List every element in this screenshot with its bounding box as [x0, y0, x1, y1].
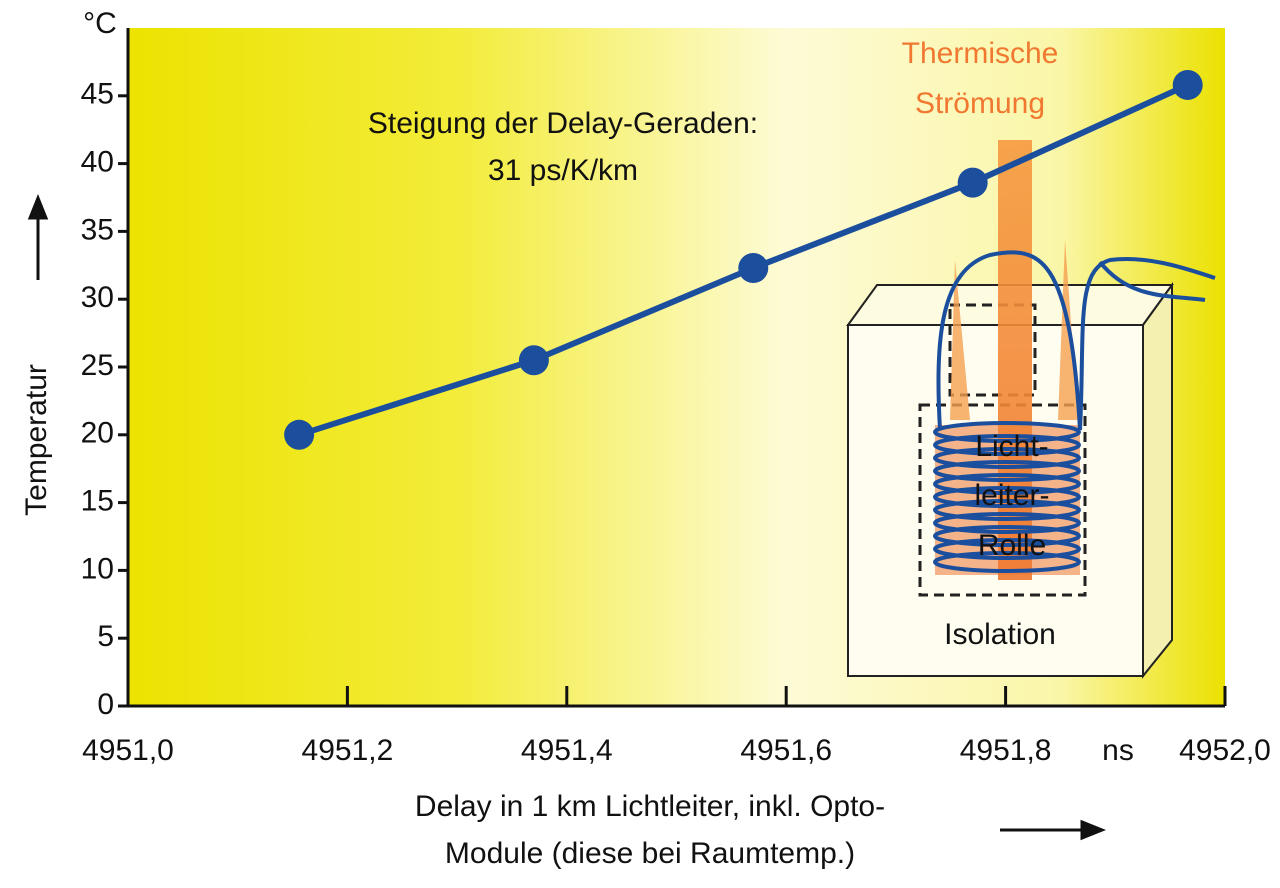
x-axis-label: Module (diese bei Raumtemp.) [445, 837, 855, 870]
annotation: Thermische [902, 37, 1059, 70]
annotation: Rolle [978, 529, 1046, 562]
x-axis-label: Delay in 1 km Lichtleiter, inkl. Opto- [415, 790, 885, 823]
y-tick-label: 25 [81, 349, 114, 382]
y-tick-label: 0 [97, 688, 114, 721]
annotation: 31 ps/K/km [488, 154, 638, 187]
y-axis-label: Temperatur [20, 364, 53, 516]
y-tick-label: 20 [81, 417, 114, 450]
annotation: Strömung [915, 87, 1045, 120]
arrows [27, 193, 1107, 841]
y-tick-label: 40 [81, 146, 114, 179]
x-tick-label: 4951,8 [960, 734, 1052, 767]
illustration [846, 140, 1216, 679]
annotation: Steigung der Delay-Geraden: [368, 107, 758, 140]
y-tick-label: 10 [81, 552, 114, 585]
x-tick-label: 4951,0 [82, 734, 174, 767]
x-tick-label: 4951,2 [302, 734, 394, 767]
y-tick-label: 5 [97, 620, 114, 653]
data-point [738, 253, 769, 284]
x-tick-label: 4951,6 [740, 734, 832, 767]
x-unit: ns [1102, 734, 1134, 767]
y-tick-label: 30 [81, 281, 114, 314]
data-point [284, 419, 315, 450]
y-unit: °C [83, 7, 117, 40]
data-point [1172, 69, 1203, 100]
annotation: Isolation [944, 618, 1056, 651]
x-tick-label: 4952,0 [1179, 734, 1271, 767]
y-tick-label: 45 [81, 78, 114, 111]
annotation: leiter- [974, 479, 1049, 512]
x-tick-label: 4951,4 [521, 734, 613, 767]
data-point [957, 167, 988, 198]
annotation: Licht- [975, 430, 1048, 463]
y-tick-label: 35 [81, 213, 114, 246]
y-tick-label: 15 [81, 485, 114, 518]
data-point [518, 345, 549, 376]
